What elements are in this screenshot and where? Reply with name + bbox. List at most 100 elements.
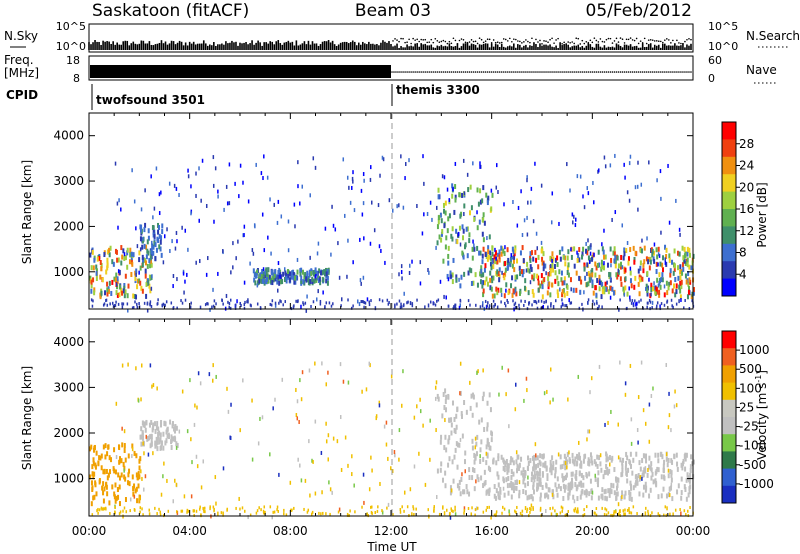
nsearch-point — [601, 40, 604, 43]
scatter-cell — [123, 283, 126, 289]
scatter-cell — [541, 284, 544, 290]
scatter-cell — [626, 291, 629, 297]
scatter-cell — [89, 252, 92, 258]
scatter-ground — [249, 303, 252, 307]
scatter-noise — [668, 486, 671, 491]
nsearch-point — [458, 39, 461, 42]
scatter-cell — [504, 462, 507, 468]
scatter-cell — [666, 290, 669, 296]
scatter-noise — [648, 277, 650, 282]
scatter-cell — [643, 259, 646, 265]
scatter-cell — [93, 494, 96, 500]
scatter-cell — [126, 247, 129, 253]
scatter-cell — [625, 248, 628, 254]
scatter-cell — [680, 279, 683, 285]
scatter-cell — [594, 261, 597, 267]
scatter-cell — [437, 215, 440, 221]
colorbar-tick-label: 8 — [739, 246, 747, 260]
scatter-cell — [560, 277, 563, 283]
scatter-cell — [145, 254, 148, 260]
y-tick-label: 4000 — [53, 335, 84, 349]
scatter-noise — [251, 248, 254, 253]
scatter-noise — [339, 415, 342, 420]
freq-unit-label: [MHz] — [4, 66, 39, 80]
scatter-cell — [670, 477, 673, 483]
scatter-noise — [585, 241, 587, 246]
scatter-noise — [368, 361, 371, 366]
scatter-noise — [530, 503, 533, 508]
freq-block-twofsound — [90, 65, 391, 78]
scatter-cell — [644, 453, 647, 459]
scatter-noise — [334, 227, 337, 232]
scatter-noise — [198, 218, 200, 223]
scatter-cell — [95, 268, 98, 274]
scatter-cell — [507, 475, 510, 481]
scatter-cell — [556, 289, 559, 295]
scatter-cell — [650, 282, 653, 288]
scatter-noise — [190, 211, 192, 216]
scatter-cell — [106, 287, 109, 293]
scatter-cell — [90, 501, 93, 507]
scatter-noise — [360, 281, 362, 286]
scatter-cell — [511, 263, 514, 269]
scatter-cell — [117, 472, 120, 478]
scatter-cell — [310, 268, 313, 274]
scatter-noise — [641, 476, 643, 481]
scatter-cell — [600, 493, 603, 499]
scatter-noise — [535, 453, 537, 458]
scatter-cell — [568, 490, 571, 496]
colorbar-segment — [722, 209, 736, 227]
scatter-cell — [616, 483, 619, 489]
scatter-ground — [260, 508, 262, 512]
scatter-ground — [221, 299, 223, 303]
scatter-noise — [358, 302, 361, 307]
scatter-noise — [609, 295, 612, 300]
scatter-cell — [574, 473, 577, 479]
scatter-cell — [441, 477, 444, 483]
scatter-noise — [309, 493, 311, 498]
scatter-cell — [648, 455, 651, 461]
scatter-cell — [90, 444, 93, 450]
scatter-ground — [212, 304, 215, 308]
nsearch-point — [496, 41, 499, 44]
scatter-ground — [142, 513, 144, 517]
nsearch-point — [502, 38, 505, 40]
scatter-cell — [532, 474, 535, 480]
freq-point — [476, 71, 479, 73]
nsearch-point — [396, 39, 398, 41]
scatter-cell — [612, 250, 615, 256]
scatter-ground — [240, 303, 242, 307]
scatter-noise — [362, 275, 365, 280]
scatter-ground — [615, 510, 617, 514]
freq-point — [442, 71, 445, 73]
scatter-noise — [332, 436, 335, 441]
scatter-cell — [95, 275, 98, 281]
nsearch-point — [605, 38, 608, 41]
scatter-noise — [276, 220, 279, 225]
scatter-cell — [267, 267, 270, 273]
scatter-noise — [172, 284, 174, 289]
nsearch-point — [484, 40, 487, 42]
scatter-ground — [119, 510, 122, 514]
scatter-cell — [602, 249, 605, 255]
scatter-cell — [604, 281, 607, 287]
scatter-cell — [567, 485, 570, 491]
scatter-noise — [523, 218, 526, 223]
scatter-cell — [666, 462, 669, 468]
scatter-noise — [551, 258, 553, 263]
freq-point — [410, 71, 412, 73]
scatter-cell — [538, 481, 541, 487]
scatter-ground — [165, 300, 168, 304]
scatter-noise — [568, 298, 570, 303]
scatter-noise — [587, 429, 589, 434]
freq-point — [454, 71, 457, 73]
scatter-noise — [296, 257, 299, 262]
scatter-noise — [329, 487, 332, 492]
scatter-ground — [524, 299, 526, 303]
scatter-noise — [594, 473, 596, 478]
scatter-noise — [477, 369, 479, 374]
scatter-cell — [150, 433, 153, 439]
scatter-ground — [469, 303, 471, 307]
scatter-cell — [662, 467, 665, 473]
scatter-noise — [459, 437, 462, 442]
